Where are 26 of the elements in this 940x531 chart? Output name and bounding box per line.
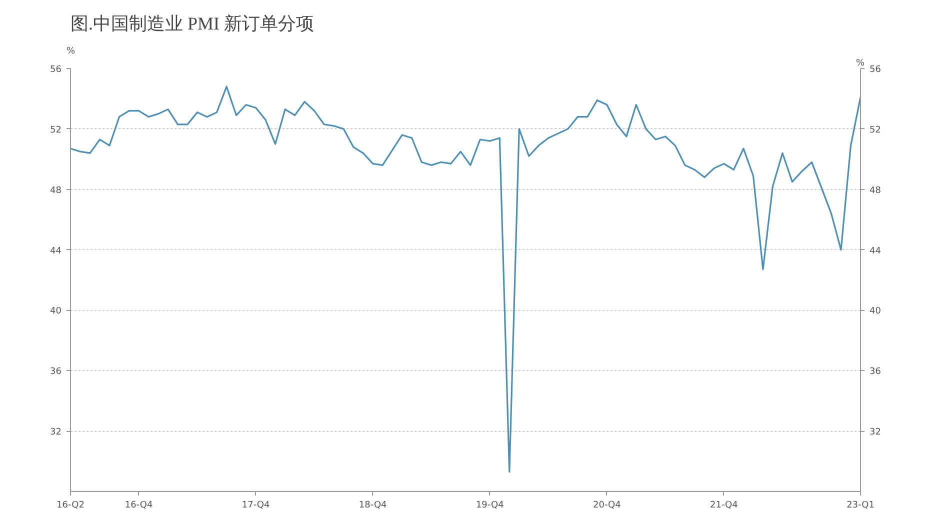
y2-tick-label: 44 xyxy=(870,246,882,256)
y-tick-label: 40 xyxy=(50,306,62,317)
x-tick-label: 16-Q4 xyxy=(124,500,153,510)
y2-axis-title: % xyxy=(856,58,865,68)
y-tick-label: 52 xyxy=(50,125,62,136)
y-tick-label: 36 xyxy=(50,367,62,378)
y-tick-label: 44 xyxy=(50,246,62,256)
x-tick-label: 17-Q4 xyxy=(242,500,270,510)
y2-tick-label: 52 xyxy=(870,125,881,136)
x-tick-label: 23-Q1 xyxy=(846,500,874,510)
y-tick-label: 32 xyxy=(50,428,62,438)
line-series xyxy=(70,86,860,473)
y2-tick-label: 36 xyxy=(870,367,882,378)
chart-title: 图.中国制造业 PMI 新订单分项 xyxy=(70,14,314,34)
x-tick-label: 20-Q4 xyxy=(593,500,622,510)
x-tick-label: 18-Q4 xyxy=(358,500,388,510)
y2-tick-label: 56 xyxy=(870,65,882,75)
y-tick-label: 56 xyxy=(50,65,62,75)
y2-tick-label: 32 xyxy=(870,428,881,438)
y-tick-label: 48 xyxy=(50,186,62,196)
y2-tick-label: 40 xyxy=(870,306,882,317)
x-tick-label: 21-Q4 xyxy=(710,500,738,510)
y-axis-title: % xyxy=(66,46,76,56)
x-tick-label: 19-Q4 xyxy=(476,500,504,510)
x-tick-label: 16-Q2 xyxy=(56,500,84,510)
y2-tick-label: 48 xyxy=(870,186,882,196)
